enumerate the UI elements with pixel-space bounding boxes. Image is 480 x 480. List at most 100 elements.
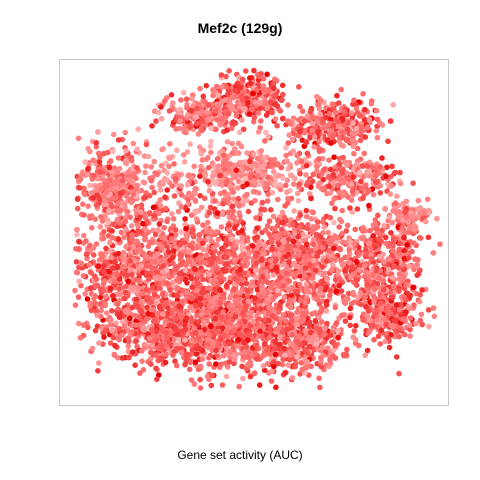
cell-point (127, 258, 133, 264)
cell-point (285, 140, 292, 146)
cell-point (236, 203, 242, 209)
cell-point (385, 138, 391, 145)
cell-point (106, 208, 112, 214)
cell-point (95, 193, 101, 200)
cell-point (338, 86, 345, 93)
cell-point (93, 144, 100, 150)
cell-point (248, 200, 255, 206)
cell-point (404, 242, 410, 248)
cell-point (124, 272, 130, 279)
cell-point (99, 218, 106, 224)
cell-point (200, 93, 207, 100)
cell-point (95, 129, 101, 135)
cell-point (328, 252, 335, 259)
cell-point (308, 195, 314, 202)
cell-point (331, 245, 337, 252)
cell-point (406, 255, 412, 261)
cell-point (97, 154, 103, 160)
cell-point (197, 385, 204, 391)
cell-point (264, 361, 271, 367)
cell-point (109, 173, 116, 179)
cell-point (104, 182, 110, 189)
cell-point (161, 275, 167, 281)
cell-point (103, 245, 109, 252)
cell-point (310, 257, 317, 264)
cell-point (148, 178, 155, 184)
cell-point (160, 145, 167, 152)
cell-point (295, 233, 302, 240)
cell-point (217, 172, 223, 179)
cell-point (108, 196, 115, 202)
cell-point (122, 129, 129, 136)
cell-point (232, 257, 238, 264)
cell-point (329, 101, 336, 107)
cell-point (226, 250, 232, 257)
cell-point (76, 185, 83, 191)
cell-point (197, 173, 203, 179)
cell-point (212, 286, 218, 293)
cell-point (205, 292, 211, 299)
cell-point (213, 83, 220, 90)
cell-point (344, 346, 350, 353)
cell-point (205, 285, 211, 292)
cell-point (177, 251, 184, 258)
cell-point (375, 212, 381, 219)
cell-point (223, 237, 229, 243)
cell-point (318, 308, 324, 315)
cell-point (97, 169, 103, 175)
cell-point (111, 165, 118, 171)
cell-point (196, 237, 202, 243)
cell-point (218, 277, 224, 284)
cell-point (86, 213, 93, 220)
cell-point (402, 230, 408, 236)
cell-point (257, 298, 264, 305)
cell-point (219, 210, 225, 216)
cell-point (310, 241, 317, 248)
cell-point (112, 278, 118, 285)
cell-point (311, 236, 317, 243)
cell-point (163, 299, 170, 306)
cell-point (271, 225, 278, 232)
cell-point (334, 235, 341, 241)
cell-point (87, 182, 93, 189)
cell-point (155, 227, 162, 233)
cell-point (123, 283, 129, 290)
cell-point (131, 285, 137, 291)
cell-point (350, 289, 356, 296)
cell-point (380, 277, 387, 284)
cell-point (130, 276, 136, 283)
cell-point (302, 299, 309, 306)
cell-point (260, 76, 267, 82)
cell-point (315, 219, 321, 225)
cell-point (294, 263, 301, 270)
cell-point (239, 96, 246, 103)
cell-point (329, 266, 335, 273)
cell-point (308, 184, 314, 190)
cell-point (286, 259, 292, 265)
cell-point (240, 220, 247, 227)
cell-point (374, 265, 380, 272)
cell-point (185, 249, 191, 255)
cell-point (279, 269, 285, 275)
cell-point (149, 184, 155, 191)
cell-point (239, 228, 245, 234)
cell-point (85, 145, 91, 152)
cell-point (327, 287, 333, 293)
cell-point (72, 302, 79, 309)
cell-point (244, 191, 250, 198)
cell-point (332, 304, 339, 311)
cell-point (85, 203, 91, 209)
cell-point (223, 84, 229, 90)
cell-point (208, 382, 215, 389)
cell-point (303, 162, 310, 169)
cell-point (218, 179, 225, 186)
cell-point (297, 371, 303, 377)
cell-point (247, 75, 253, 81)
cell-point (226, 226, 232, 233)
cell-point (180, 152, 187, 158)
cell-point (200, 276, 207, 283)
cell-point (164, 170, 170, 176)
cell-point (226, 167, 232, 173)
cell-point (296, 256, 302, 263)
cell-point (329, 200, 335, 207)
